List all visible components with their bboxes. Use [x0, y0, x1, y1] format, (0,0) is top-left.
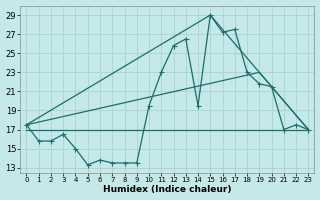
- X-axis label: Humidex (Indice chaleur): Humidex (Indice chaleur): [103, 185, 232, 194]
